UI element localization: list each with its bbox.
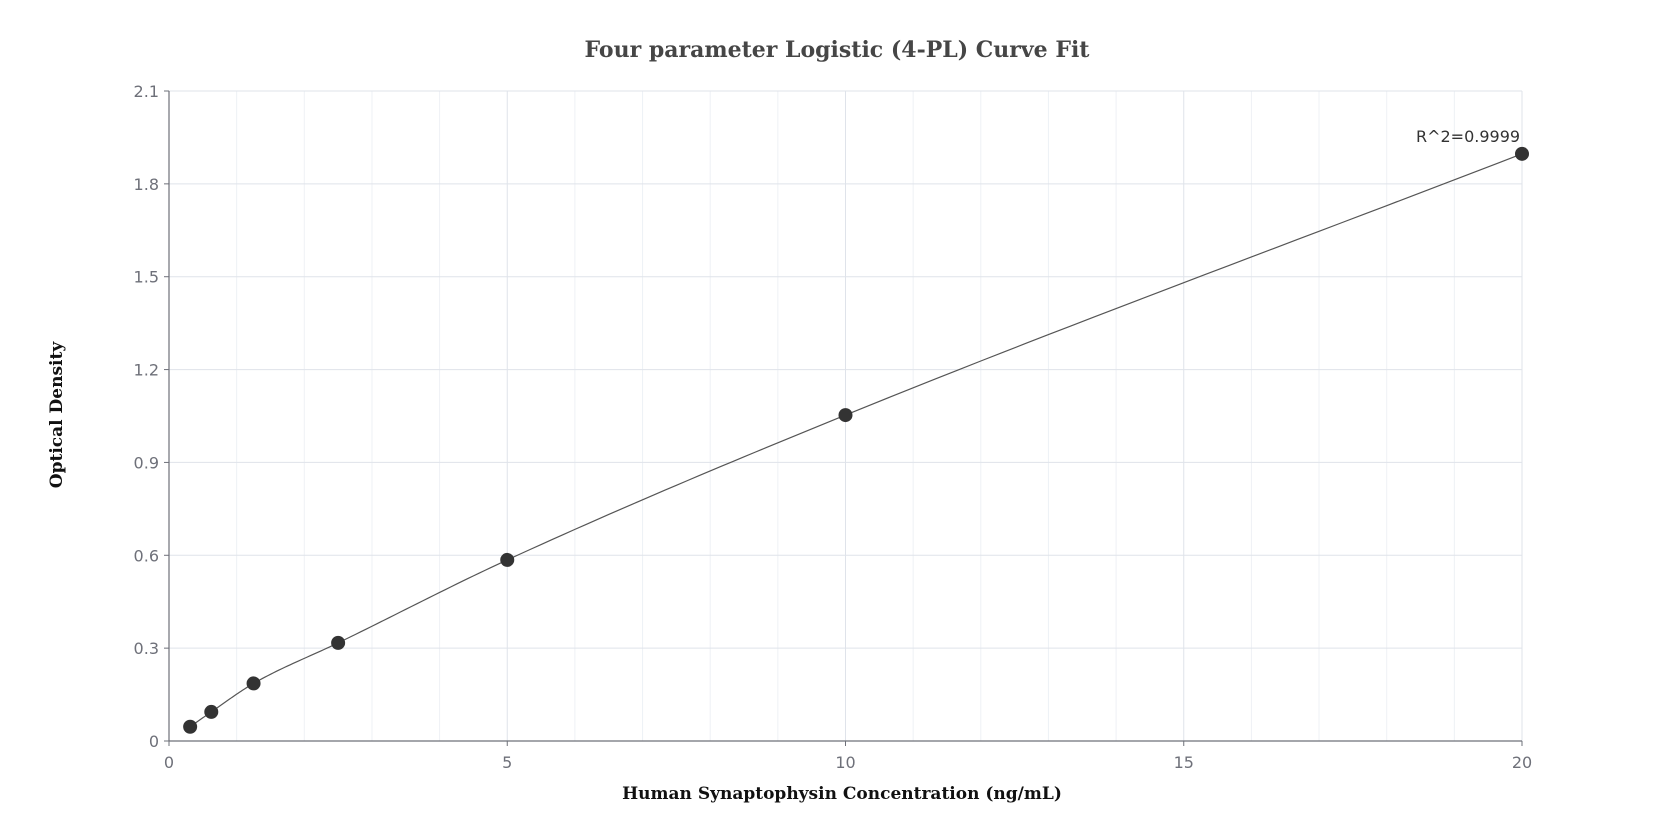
- x-tick-labels: 0 5 10 15 20: [164, 753, 1532, 772]
- data-point: [838, 408, 853, 423]
- x-tick-label: 0: [164, 753, 174, 772]
- x-tick-label: 15: [1174, 753, 1194, 772]
- y-tick-label: 0.6: [134, 546, 159, 565]
- y-tick-label: 0.3: [134, 639, 159, 658]
- axes: [164, 90, 1523, 746]
- data-point: [246, 676, 261, 691]
- data-point: [500, 552, 515, 567]
- x-tick-label: 5: [502, 753, 512, 772]
- y-tick-label: 0: [149, 732, 159, 751]
- data-points: [183, 146, 1529, 734]
- r-squared-annotation: R^2=0.9999: [1416, 127, 1520, 146]
- y-axis-label: Optical Density: [47, 341, 67, 489]
- x-tick-label: 10: [835, 753, 855, 772]
- y-tick-label: 2.1: [134, 82, 159, 101]
- minor-gridlines: [236, 91, 1455, 741]
- data-point: [1515, 146, 1529, 161]
- x-tick-label: 20: [1512, 753, 1532, 772]
- data-point: [204, 704, 219, 719]
- data-point: [331, 635, 346, 650]
- y-tick-label: 1.8: [134, 175, 159, 194]
- x-axis-label: Human Synaptophysin Concentration (ng/mL…: [622, 784, 1062, 804]
- y-tick-label: 1.5: [134, 268, 159, 287]
- chart-title: Four parameter Logistic (4-PL) Curve Fit: [585, 37, 1091, 63]
- y-tick-labels: 0 0.3 0.6 0.9 1.2 1.5 1.8 2.1: [134, 82, 159, 751]
- y-tick-label: 1.2: [134, 361, 159, 380]
- data-point: [183, 719, 198, 734]
- fit-curve-line: [189, 153, 1523, 728]
- y-tick-label: 0.9: [134, 453, 159, 472]
